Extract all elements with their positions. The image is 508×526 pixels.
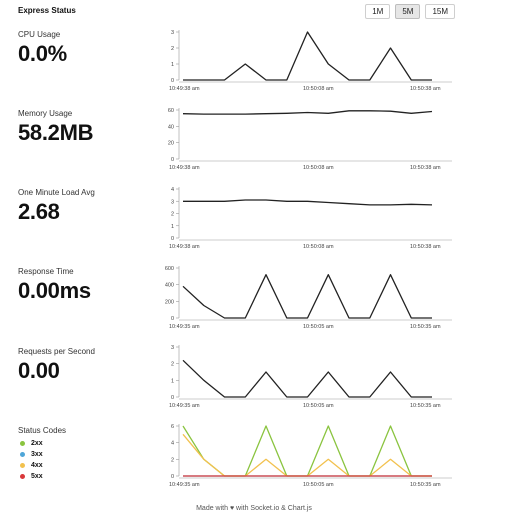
memory-usage-chart-x-tick-label: 10:50:38 am: [410, 165, 441, 171]
load-avg-value: 2.68: [18, 199, 60, 224]
memory-usage-chart-y-tick-label: 0: [171, 157, 174, 163]
memory-usage-panel: Memory Usage 58.2MB: [18, 109, 94, 146]
load-avg-chart-y-tick-label: 4: [171, 187, 174, 193]
legend-item-2xx: 2xx: [20, 438, 43, 448]
status-codes-chart-y-tick-label: 0: [171, 474, 174, 480]
status-codes-label: Status Codes: [18, 426, 67, 435]
cpu-usage-chart-x-tick-label: 10:50:08 am: [303, 86, 334, 92]
load-avg-chart-x-tick-label: 10:49:38 am: [169, 244, 200, 250]
app-title: Express Status: [18, 6, 76, 15]
memory-usage-value: 58.2MB: [18, 120, 94, 145]
status-codes-legend: 2xx 3xx 4xx 5xx: [20, 438, 43, 482]
cpu-usage-chart-y-tick-label: 1: [171, 62, 174, 68]
legend-dot-5xx: [20, 473, 25, 479]
status-codes-chart-x-tick-label: 10:49:35 am: [169, 482, 200, 488]
status-codes-chart-series-line-4xx: [182, 433, 432, 477]
load-avg-chart-x-tick-label: 10:50:38 am: [410, 244, 441, 250]
cpu-usage-chart-series-line: [183, 31, 432, 81]
legend-item-4xx: 4xx: [20, 460, 43, 470]
range-5m-button[interactable]: 5M: [395, 4, 421, 19]
status-codes-chart-x-tick-label: 10:50:05 am: [303, 482, 334, 488]
response-time-chart-y-tick-label: 400: [165, 283, 174, 289]
legend-item-3xx: 3xx: [20, 449, 43, 459]
load-avg-chart-y-tick-label: 1: [171, 224, 174, 230]
status-codes-chart-y-tick-label: 4: [171, 441, 174, 447]
cpu-usage-value: 0.0%: [18, 41, 67, 66]
response-time-value: 0.00ms: [18, 278, 91, 303]
cpu-usage-chart-y-tick-label: 3: [171, 30, 174, 36]
memory-usage-chart-series-line: [182, 110, 433, 115]
cpu-usage-panel: CPU Usage 0.0%: [18, 30, 67, 67]
requests-per-second-chart-x-tick-label: 10:50:05 am: [303, 403, 334, 409]
legend-label-4xx: 4xx: [31, 461, 43, 469]
legend-label-5xx: 5xx: [31, 472, 43, 480]
legend-dot-4xx: [20, 462, 25, 468]
range-15m-button[interactable]: 15M: [425, 4, 455, 19]
time-range-buttons: 1M 5M 15M: [365, 4, 455, 19]
response-time-chart-x-tick-label: 10:49:35 am: [169, 324, 200, 330]
cpu-usage-chart-y-tick-label: 2: [171, 46, 174, 52]
response-time-panel: Response Time 0.00ms: [18, 267, 91, 304]
cpu-usage-chart-x-tick-label: 10:49:38 am: [169, 86, 200, 92]
memory-usage-chart-x-tick-label: 10:50:08 am: [303, 165, 334, 171]
load-avg-chart-x-tick-label: 10:50:08 am: [303, 244, 334, 250]
legend-item-5xx: 5xx: [20, 471, 43, 481]
load-avg-label: One Minute Load Avg: [18, 188, 95, 197]
footer-credit: Made with ♥ with Socket.io & Chart.js: [196, 505, 312, 512]
response-time-chart-series-line: [182, 274, 432, 319]
legend-label-3xx: 3xx: [31, 450, 43, 458]
requests-per-second-chart-y-tick-label: 3: [171, 345, 174, 351]
requests-per-second-chart-y-tick-label: 2: [171, 362, 174, 368]
load-avg-panel: One Minute Load Avg 2.68: [18, 188, 95, 225]
requests-per-second-chart-x-tick-label: 10:50:35 am: [410, 403, 441, 409]
memory-usage-chart-y-tick-label: 20: [168, 141, 174, 147]
cpu-usage-label: CPU Usage: [18, 30, 61, 39]
status-codes-chart-y-tick-label: 6: [171, 424, 174, 430]
memory-usage-chart-x-tick-label: 10:49:38 am: [169, 165, 200, 171]
load-avg-chart-y-tick-label: 3: [171, 199, 174, 205]
memory-usage-chart-y-tick-label: 60: [168, 108, 174, 114]
status-codes-chart-x-tick-label: 10:50:35 am: [410, 482, 441, 488]
memory-usage-chart-y-tick-label: 40: [168, 124, 174, 130]
legend-dot-2xx: [20, 440, 25, 446]
range-1m-button[interactable]: 1M: [365, 4, 391, 19]
response-time-chart-x-tick-label: 10:50:05 am: [303, 324, 334, 330]
requests-per-second-chart-x-tick-label: 10:49:35 am: [169, 403, 200, 409]
response-time-label: Response Time: [18, 267, 74, 276]
legend-label-2xx: 2xx: [31, 439, 43, 447]
load-avg-chart-series-line: [183, 199, 433, 206]
requests-per-second-chart-y-tick-label: 1: [171, 378, 174, 384]
requests-per-second-chart-y-tick-label: 0: [171, 395, 174, 401]
status-codes-chart-y-tick-label: 2: [171, 457, 174, 463]
status-codes-panel: Status Codes: [18, 426, 66, 435]
memory-usage-label: Memory Usage: [18, 109, 73, 118]
cpu-usage-chart-x-tick-label: 10:50:38 am: [410, 86, 441, 92]
status-codes-chart-series-line-2xx: [182, 425, 432, 477]
load-avg-chart-y-tick-label: 0: [171, 236, 174, 242]
requests-per-second-label: Requests per Second: [18, 347, 95, 356]
response-time-chart-y-tick-label: 600: [165, 266, 174, 272]
legend-dot-3xx: [20, 451, 25, 457]
cpu-usage-chart-y-tick-label: 0: [171, 78, 174, 84]
response-time-chart-x-tick-label: 10:50:35 am: [410, 324, 441, 330]
requests-per-second-value: 0.00: [18, 358, 60, 383]
response-time-chart-y-tick-label: 200: [165, 299, 174, 305]
requests-per-second-panel: Requests per Second 0.00: [18, 347, 95, 384]
response-time-chart-y-tick-label: 0: [171, 316, 174, 322]
load-avg-chart-y-tick-label: 2: [171, 212, 174, 218]
top-bar: Express Status 1M 5M 15M: [0, 0, 508, 22]
requests-per-second-chart-series-line: [182, 359, 432, 398]
